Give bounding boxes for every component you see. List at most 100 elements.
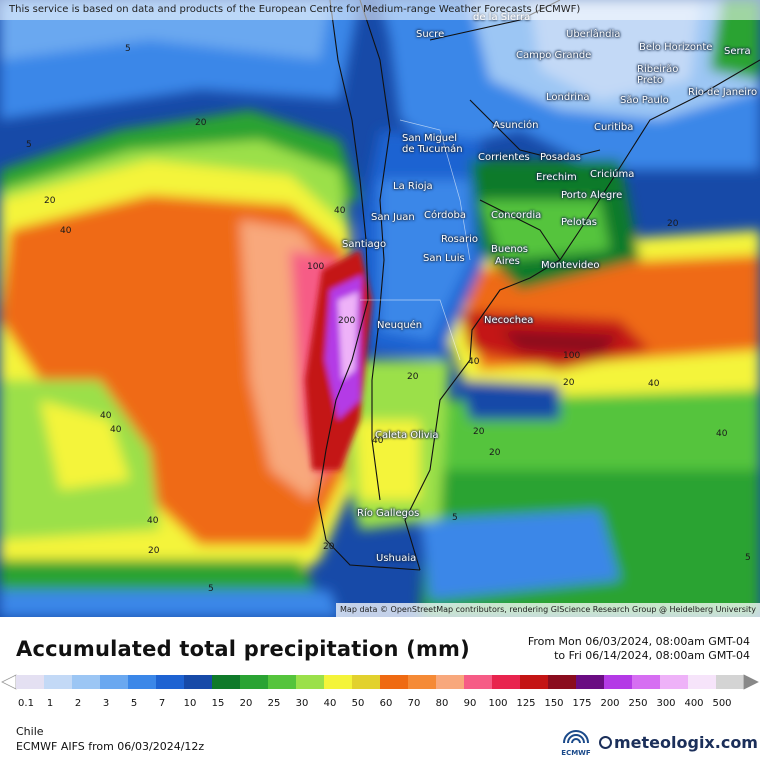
- scale-swatch: [240, 675, 269, 689]
- contour-label: 40: [716, 429, 728, 439]
- scale-swatch: [660, 675, 689, 689]
- scale-swatch: [604, 675, 633, 689]
- contour-label: 100: [307, 262, 325, 272]
- contour-label: 40: [334, 206, 346, 216]
- contour-label: 40: [147, 516, 159, 526]
- city-label: Preto: [637, 75, 663, 86]
- meteologix-brand[interactable]: meteologix.com: [599, 733, 758, 752]
- city-label: Córdoba: [424, 210, 466, 221]
- contour-label: 20: [489, 448, 501, 458]
- scale-swatch: [324, 675, 353, 689]
- scale-swatch: [436, 675, 465, 689]
- city-label: Porto Alegre: [561, 190, 623, 201]
- city-label: Londrina: [546, 92, 590, 103]
- scale-swatch: [72, 675, 101, 689]
- scale-arrow-right: [743, 674, 759, 690]
- contour-label: 200: [338, 316, 356, 326]
- scale-tick-label: 175: [572, 698, 592, 709]
- scale-swatch: [352, 675, 381, 689]
- contour-label: 20: [195, 118, 207, 128]
- map-canvas: [0, 0, 760, 617]
- city-label: Santiago: [342, 239, 387, 250]
- city-label: Neuquén: [377, 320, 423, 331]
- scale-tick-label: 50: [351, 698, 365, 709]
- scale-tick-label: 40: [323, 698, 337, 709]
- scale-swatch: [212, 675, 241, 689]
- city-label: São Paulo: [620, 95, 669, 106]
- scale-tick-label: 150: [544, 698, 564, 709]
- scale-tick-label: 25: [267, 698, 281, 709]
- city-label: Ribeirão: [637, 64, 679, 75]
- map-attribution[interactable]: Map data © OpenStreetMap contributors, r…: [336, 603, 760, 617]
- contour-label: 40: [110, 425, 122, 435]
- city-label: Sucre: [416, 29, 445, 40]
- scale-tick-label: 30: [295, 698, 309, 709]
- scale-swatch: [100, 675, 129, 689]
- contour-label: 40: [372, 436, 384, 446]
- city-label: Posadas: [540, 152, 581, 163]
- city-label: Serra: [724, 46, 751, 57]
- meteologix-logo-icon: [599, 736, 612, 749]
- contour-label: 20: [563, 378, 575, 388]
- city-label: Río Gallegos: [357, 508, 420, 519]
- city-label: Pelotas: [561, 217, 597, 228]
- contour-label: 20: [473, 427, 485, 437]
- city-label: Rosario: [441, 234, 478, 245]
- city-label: Montevideo: [541, 260, 600, 271]
- scale-arrow-left: [1, 674, 17, 690]
- contour-label: 5: [208, 584, 214, 594]
- scale-swatch: [492, 675, 521, 689]
- city-label: La Rioja: [393, 181, 433, 192]
- city-label: Belo Horizonte: [639, 42, 713, 53]
- period-from: From Mon 06/03/2024, 08:00am GMT-04: [527, 635, 750, 648]
- scale-swatch: [380, 675, 409, 689]
- city-label: Concordia: [491, 210, 542, 221]
- scale-tick-label: 2: [74, 698, 82, 709]
- scale-tick-label: 300: [656, 698, 676, 709]
- contour-label: 5: [452, 513, 458, 523]
- scale-tick-label: 1: [46, 698, 54, 709]
- ecmwf-logo-icon: ECMWF: [561, 730, 591, 757]
- model-run-label: ECMWF AIFS from 06/03/2024/12z: [16, 740, 205, 753]
- scale-tick-label: 70: [407, 698, 421, 709]
- city-label: Necochea: [484, 315, 534, 326]
- scale-swatch: [128, 675, 157, 689]
- scale-tick-label: 400: [684, 698, 704, 709]
- map-title: Accumulated total precipitation (mm): [16, 637, 470, 661]
- scale-swatch: [408, 675, 437, 689]
- contour-label: 20: [148, 546, 160, 556]
- city-label: Campo Grande: [516, 50, 592, 61]
- contour-label: 40: [60, 226, 72, 236]
- scale-tick-label: 0.1: [18, 698, 34, 709]
- scale-tick-label: 10: [183, 698, 197, 709]
- scale-tick-label: 60: [379, 698, 393, 709]
- scale-tick-label: 500: [712, 698, 732, 709]
- contour-label: 40: [648, 379, 660, 389]
- scale-swatch: [184, 675, 213, 689]
- scale-tick-label: 15: [211, 698, 225, 709]
- city-label: Buenos: [491, 244, 529, 255]
- scale-swatch: [44, 675, 73, 689]
- city-label: Aires: [495, 256, 520, 267]
- city-label: San Miguel: [402, 133, 458, 144]
- scale-swatch: [716, 675, 745, 689]
- scale-tick-label: 125: [516, 698, 536, 709]
- contour-label: 40: [468, 357, 480, 367]
- svg-text:ECMWF: ECMWF: [561, 749, 591, 757]
- color-scale-bar: [1, 674, 759, 690]
- city-label: Curitiba: [594, 122, 634, 133]
- scale-swatch: [16, 675, 45, 689]
- city-label: Criciúma: [590, 169, 635, 180]
- ecmwf-disclaimer: This service is based on data and produc…: [0, 0, 760, 20]
- scale-swatch: [296, 675, 325, 689]
- scale-swatch: [688, 675, 717, 689]
- brand-label: meteologix.com: [614, 733, 758, 752]
- precipitation-map[interactable]: Sucrede la SierraUberlândiaBelo Horizont…: [0, 0, 760, 617]
- scale-tick-label: 200: [600, 698, 620, 709]
- scale-swatch: [268, 675, 297, 689]
- contour-label: 20: [667, 219, 679, 229]
- city-label: de Tucumán: [402, 144, 463, 155]
- contour-label: 20: [407, 372, 419, 382]
- city-label: Corrientes: [478, 152, 530, 163]
- city-label: Caleta Olivia: [375, 430, 439, 441]
